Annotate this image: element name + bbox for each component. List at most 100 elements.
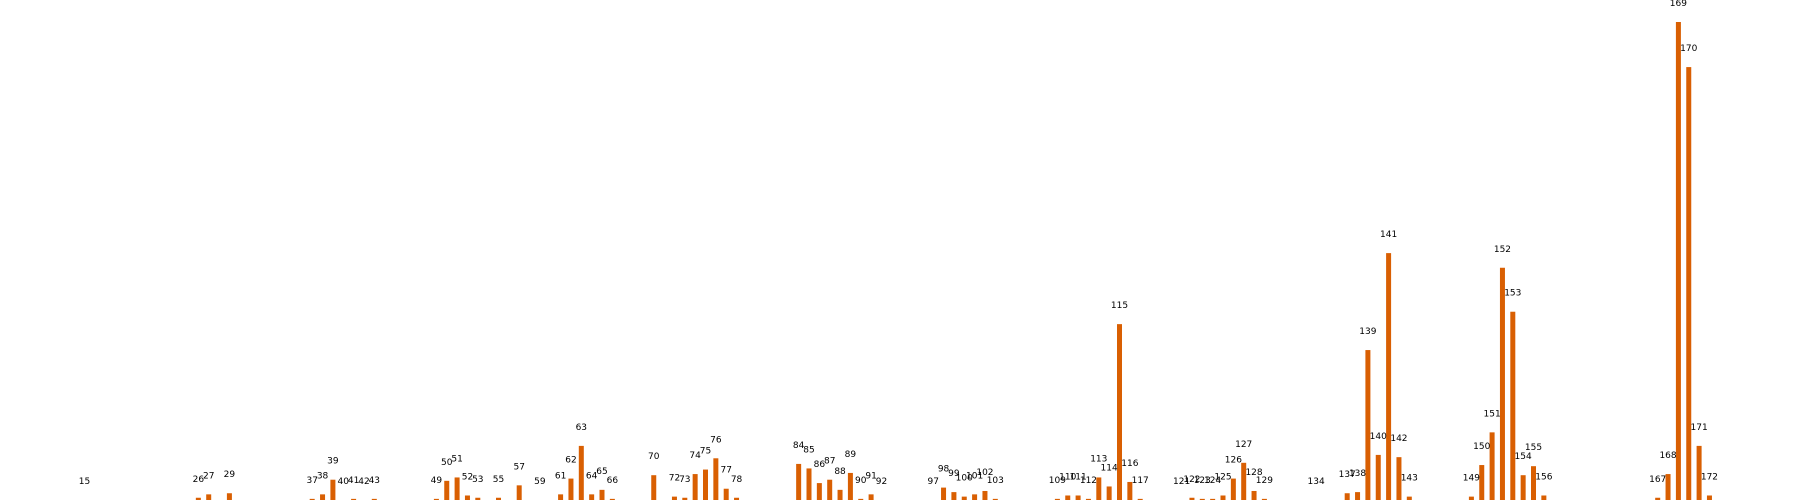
bar-98 (941, 487, 947, 500)
bar-label-143: 143 (1401, 474, 1418, 484)
bar-123 (1199, 498, 1205, 500)
bar-label-72: 72 (669, 474, 680, 484)
bar-129 (1261, 498, 1267, 500)
bar-127 (1241, 462, 1247, 500)
bar-55 (496, 497, 501, 500)
bar-43 (371, 498, 377, 500)
bar-label-70: 70 (648, 452, 660, 462)
bar-label-156: 156 (1535, 472, 1552, 482)
bar-99 (951, 492, 957, 500)
bar-116 (1127, 481, 1133, 500)
bar-76 (713, 458, 719, 500)
bar-label-128: 128 (1245, 468, 1262, 478)
bar-label-138: 138 (1349, 469, 1366, 479)
bar-63 (578, 445, 584, 500)
bar-label-124: 124 (1204, 476, 1221, 486)
bar-label-115: 115 (1111, 301, 1128, 311)
bar-label-37: 37 (306, 476, 317, 486)
bar-label-42: 42 (358, 477, 369, 487)
bar-label-122: 122 (1183, 475, 1200, 485)
bar-label-40: 40 (338, 477, 350, 487)
bar-90 (858, 498, 864, 500)
bars-group (195, 22, 1712, 500)
bar-156 (1541, 495, 1547, 500)
bar-89 (847, 472, 853, 500)
bar-label-38: 38 (317, 471, 329, 481)
bar-111 (1075, 495, 1081, 500)
bar-169 (1675, 22, 1681, 500)
bar-122 (1189, 497, 1195, 500)
bar-label-26: 26 (193, 475, 205, 485)
bar-168 (1665, 474, 1671, 500)
bar-101 (972, 494, 978, 500)
bar-label-92: 92 (876, 477, 887, 487)
bar-label-172: 172 (1701, 472, 1718, 482)
bar-label-117: 117 (1132, 476, 1149, 486)
bar-label-77: 77 (720, 466, 731, 476)
bar-label-110: 110 (1059, 472, 1076, 482)
bar-label-171: 171 (1691, 423, 1708, 433)
bar-label-154: 154 (1515, 452, 1532, 462)
bar-88 (837, 489, 843, 500)
bar-152 (1499, 267, 1505, 500)
bar-label-139: 139 (1359, 327, 1376, 337)
bar-label-168: 168 (1659, 451, 1676, 461)
bar-87 (827, 479, 833, 500)
bar-label-76: 76 (710, 435, 722, 445)
bar-117 (1137, 498, 1143, 500)
bar-label-51: 51 (451, 454, 462, 464)
bar-label-134: 134 (1308, 477, 1325, 487)
bar-91 (868, 494, 874, 500)
bar-label-97: 97 (927, 477, 938, 487)
bar-label-41: 41 (348, 476, 359, 486)
bar-label-123: 123 (1194, 476, 1211, 486)
bar-65 (599, 489, 605, 500)
bar-72 (671, 496, 677, 500)
bar-label-55: 55 (493, 475, 504, 485)
bar-138 (1355, 492, 1361, 500)
bar-label-90: 90 (855, 476, 867, 486)
bar-151 (1489, 432, 1495, 500)
bar-label-85: 85 (803, 445, 814, 455)
bar-153 (1510, 311, 1516, 500)
bar-142 (1396, 457, 1402, 500)
bar-label-167: 167 (1649, 475, 1666, 485)
bar-149 (1468, 496, 1474, 500)
bar-154 (1520, 475, 1526, 500)
bar-label-113: 113 (1090, 454, 1107, 464)
bar-label-43: 43 (369, 476, 380, 486)
bar-label-150: 150 (1473, 442, 1490, 452)
bar-29 (226, 493, 232, 500)
bar-125 (1220, 495, 1226, 500)
bar-label-39: 39 (327, 457, 339, 467)
bar-75 (703, 469, 708, 500)
bar-label-121: 121 (1173, 477, 1190, 487)
bar-label-15: 15 (79, 477, 90, 487)
bar-label-52: 52 (462, 472, 473, 482)
bar-label-64: 64 (586, 471, 598, 481)
bar-114 (1106, 486, 1112, 500)
bar-26 (195, 497, 201, 500)
bar-label-63: 63 (576, 423, 587, 433)
bar-143 (1406, 496, 1412, 500)
bar-128 (1251, 490, 1257, 500)
bar-label-112: 112 (1080, 476, 1097, 486)
bar-115 (1117, 324, 1122, 500)
bar-label-99: 99 (948, 469, 960, 479)
bar-39 (330, 479, 336, 500)
bar-label-74: 74 (689, 451, 701, 461)
bar-label-127: 127 (1235, 440, 1252, 450)
bar-155 (1531, 466, 1536, 500)
bar-113 (1096, 477, 1102, 500)
bar-49 (433, 498, 439, 500)
bar-61 (558, 494, 564, 500)
bar-52 (464, 495, 470, 500)
bar-38 (320, 494, 326, 500)
bar-85 (806, 468, 812, 500)
bar-label-91: 91 (865, 471, 876, 481)
bar-170 (1686, 67, 1692, 500)
bar-73 (682, 497, 688, 500)
bar-112 (1085, 498, 1091, 500)
bar-label-100: 100 (956, 474, 973, 484)
